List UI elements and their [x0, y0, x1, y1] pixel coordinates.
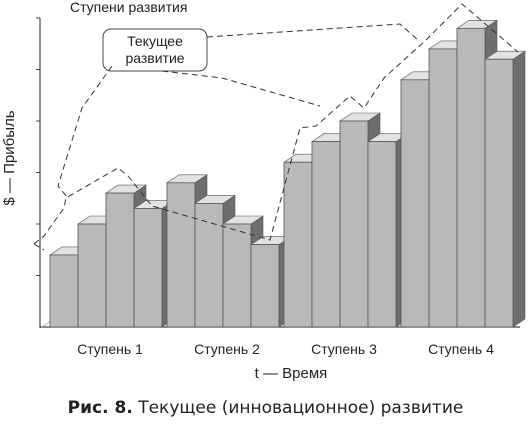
bar	[283, 161, 313, 328]
bar-side	[512, 50, 526, 328]
annotation-pointer	[57, 65, 113, 199]
bar	[49, 254, 79, 328]
chart-title: Ступени развития	[70, 0, 187, 15]
bar	[367, 141, 397, 328]
bar	[456, 27, 486, 328]
bar	[400, 79, 430, 328]
bar	[339, 120, 369, 328]
caption-text: Текущее (инновационное) развитие	[138, 398, 464, 418]
bar	[250, 244, 280, 328]
x-axis-label: t — Время	[255, 365, 328, 382]
annotation-text: развитие	[125, 50, 184, 66]
bar	[428, 48, 458, 328]
bar	[105, 192, 135, 328]
annotation-pointer	[161, 70, 321, 107]
bar	[133, 208, 163, 328]
bar	[484, 58, 514, 328]
annotation-box	[102, 28, 208, 72]
bar	[311, 141, 341, 328]
stair-envelope	[33, 3, 519, 245]
annotation-text: Текущее	[127, 33, 183, 49]
bar	[194, 202, 224, 328]
stair-envelope-tail	[33, 243, 45, 251]
y-axis-label: $ — Прибыль	[1, 110, 18, 205]
x-tick-label: Ступень 2	[194, 341, 260, 357]
bar	[77, 223, 107, 328]
bar	[166, 182, 196, 328]
annotation-pointer	[206, 23, 419, 41]
caption-label: Рис. 8.	[67, 398, 133, 418]
x-tick-label: Ступень 1	[77, 341, 143, 357]
x-tick-label: Ступень 3	[311, 341, 377, 357]
figure-caption: Рис. 8. Текущее (инновационное) развитие	[0, 398, 531, 418]
chart: Ступень 1 Ступень 2 Ступень 3 Ступень 4 t — …	[1, 0, 526, 382]
bar	[222, 223, 252, 328]
bar-chart-svg: Ступень 1 Ступень 2 Ступень 3 Ступень 4 t — …	[1, 0, 526, 382]
x-tick-label: Ступень 4	[428, 341, 494, 357]
